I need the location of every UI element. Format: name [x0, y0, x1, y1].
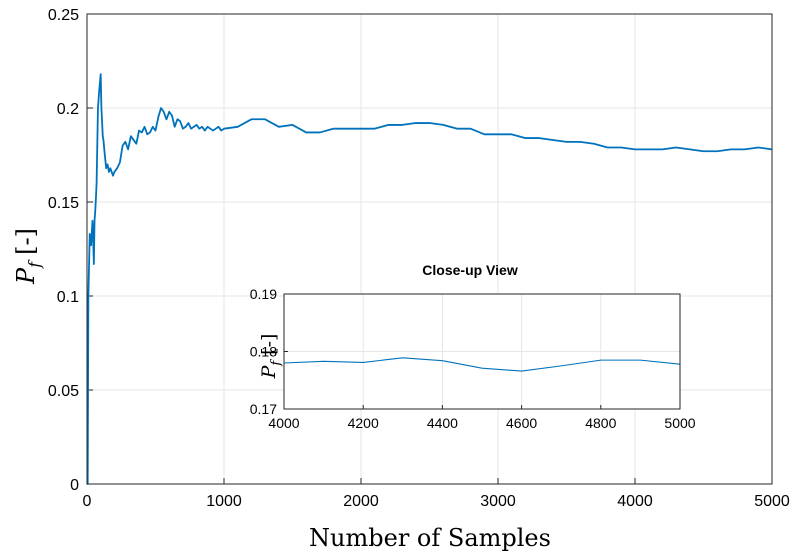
y-tick-label: 0.1	[57, 289, 79, 306]
y-tick-label: 0.25	[48, 7, 79, 24]
x-tick-label: 3000	[480, 493, 516, 510]
x-tick-label: 0	[83, 493, 92, 510]
main-x-tick-labels: 0 1000 2000 3000 4000 5000	[83, 493, 790, 510]
y-tick-label: 0.18	[250, 344, 277, 360]
inset-y-axis-subscript: f	[269, 359, 284, 367]
inset-series	[283, 357, 681, 372]
inset-plot-frame	[283, 293, 681, 410]
x-tick-label: 4400	[427, 415, 458, 431]
y-tick-label: 0.17	[250, 401, 277, 417]
main-y-tick-labels: 0 0.05 0.1 0.15 0.2 0.25	[48, 7, 79, 494]
x-tick-label: 4000	[617, 493, 653, 510]
y-tick-label: 0.05	[48, 383, 79, 400]
main-plot-frame	[86, 13, 773, 485]
y-tick-label: 0.2	[57, 101, 79, 118]
main-x-axis-label: Number of Samples	[309, 524, 551, 552]
x-tick-label: 4600	[506, 415, 537, 431]
y-tick-label: 0	[70, 477, 79, 494]
main-y-axis-label: Pf [-]	[12, 228, 44, 285]
main-y-axis-unit: [-]	[12, 228, 40, 255]
inset-x-tick-labels: 4000 4200 4400 4600 4800 5000	[268, 415, 695, 431]
inset-y-axis-label: Pf [-]	[258, 334, 284, 380]
y-tick-label: 0.15	[48, 195, 79, 212]
x-tick-label: 2000	[343, 493, 379, 510]
x-tick-label: 5000	[754, 493, 790, 510]
y-tick-label: 0.19	[250, 286, 277, 302]
x-tick-label: 4000	[268, 415, 299, 431]
inset-y-axis-symbol: P	[258, 364, 280, 379]
main-y-axis-subscript: f	[25, 259, 44, 269]
main-plot-background	[87, 14, 772, 484]
series-line	[86, 73, 773, 485]
x-tick-label: 4200	[348, 415, 379, 431]
x-tick-label: 5000	[664, 415, 695, 431]
main-y-axis-symbol: P	[12, 267, 40, 285]
inset-title: Close-up View	[422, 262, 518, 278]
x-tick-label: 1000	[206, 493, 242, 510]
x-tick-label: 4800	[585, 415, 616, 431]
series-line	[283, 357, 681, 372]
inset-y-tick-labels: 0.17 0.18 0.19	[250, 286, 277, 417]
main-plot: 0 1000 2000 3000 4000 5000 0 0.05 0.1 0.15 0.2 0.2…	[12, 7, 790, 552]
main-series	[86, 73, 773, 485]
inset-y-axis-unit: [-]	[258, 334, 280, 355]
inset-plot: Close-up View 4000 4200 4400 4600 4800 5000 0…	[250, 262, 696, 431]
